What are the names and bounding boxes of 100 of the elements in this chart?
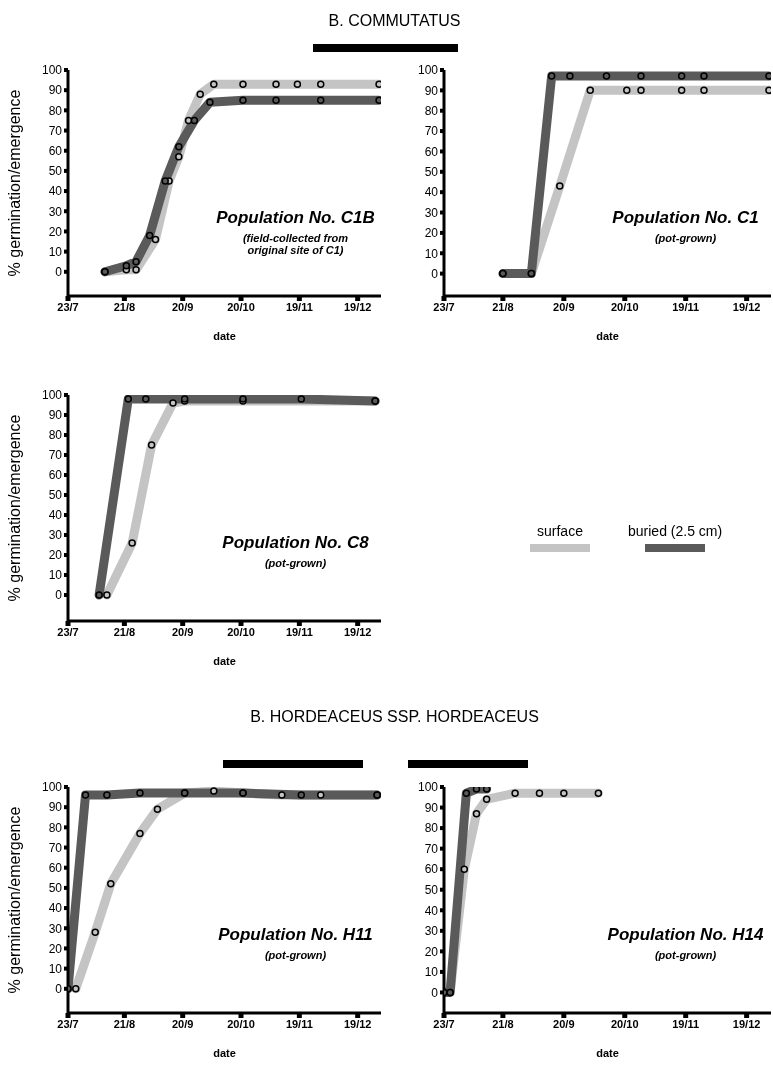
y-tick-label: 80 bbox=[424, 821, 439, 836]
annotation: Population No. H11 bbox=[217, 925, 374, 945]
y-tick-label: 40 bbox=[48, 508, 63, 523]
y-tick-label: 30 bbox=[424, 205, 439, 220]
y-tick-label: 20 bbox=[48, 941, 63, 956]
x-axis-title: date bbox=[596, 330, 619, 342]
y-tick-label: 70 bbox=[424, 841, 439, 856]
y-tick-label: 10 bbox=[48, 568, 63, 583]
y-tick-label: 80 bbox=[424, 103, 439, 118]
x-tick-label: 23/7 bbox=[433, 1017, 455, 1030]
text: buried (2.5 cm) bbox=[628, 523, 723, 539]
y-tick-label: 50 bbox=[48, 488, 63, 503]
y-tick-label: 20 bbox=[424, 944, 439, 959]
x-tick-label: 19/12 bbox=[343, 625, 372, 638]
y-tick-label: 40 bbox=[48, 901, 63, 916]
y-tick-label: 100 bbox=[417, 63, 439, 78]
annotation: (pot-grown) bbox=[263, 557, 328, 569]
y-tick-label: 30 bbox=[48, 921, 63, 936]
y-tick-label: 100 bbox=[417, 780, 439, 795]
y-tick-label: 0 bbox=[55, 588, 63, 603]
x-tick-label: 19/11 bbox=[285, 625, 313, 638]
y-tick-label: 30 bbox=[48, 204, 63, 219]
x-tick-label: 23/7 bbox=[57, 625, 79, 638]
y-tick-label: 60 bbox=[424, 144, 439, 159]
y-tick-label: 40 bbox=[424, 903, 439, 918]
x-tick-label: 23/7 bbox=[57, 300, 79, 313]
x-tick-label: 19/12 bbox=[343, 1017, 372, 1030]
x-tick-label: 19/12 bbox=[732, 300, 761, 313]
x-tick-label: 21/8 bbox=[113, 1017, 136, 1030]
y-tick-label: 40 bbox=[48, 184, 63, 199]
x-axis-title: date bbox=[213, 655, 236, 667]
text: surface bbox=[537, 523, 583, 539]
x-tick-label: 20/10 bbox=[227, 1017, 255, 1030]
annotation: (pot-grown) bbox=[653, 949, 718, 961]
x-tick-label: 21/8 bbox=[492, 1017, 514, 1030]
annotation: (pot-grown) bbox=[263, 949, 328, 961]
x-tick-label: 20/9 bbox=[171, 300, 194, 313]
y-axis-title: % germination/emergence bbox=[5, 89, 23, 277]
y-tick-label: 90 bbox=[424, 800, 439, 815]
y-tick-label: 10 bbox=[48, 961, 63, 976]
y-tick-label: 90 bbox=[424, 83, 439, 98]
y-tick-label: 40 bbox=[424, 185, 439, 200]
y-tick-label: 70 bbox=[48, 840, 63, 855]
y-axis-title: % germination/emergence bbox=[5, 414, 23, 602]
x-tick-label: 19/11 bbox=[672, 300, 700, 313]
y-tick-label: 0 bbox=[55, 982, 63, 997]
chart-title: B. COMMUTATUS bbox=[327, 12, 462, 30]
y-tick-label: 90 bbox=[48, 800, 63, 815]
y-tick-label: 100 bbox=[41, 780, 63, 795]
x-tick-label: 23/7 bbox=[433, 300, 455, 313]
x-tick-label: 21/8 bbox=[113, 625, 136, 638]
x-tick-label: 19/12 bbox=[343, 300, 372, 313]
x-tick-label: 19/11 bbox=[672, 1017, 700, 1030]
x-tick-label: 20/9 bbox=[553, 300, 575, 313]
x-tick-label: 20/10 bbox=[227, 300, 255, 313]
x-tick-label: 20/10 bbox=[227, 625, 255, 638]
y-tick-label: 60 bbox=[48, 468, 63, 483]
y-tick-label: 60 bbox=[424, 862, 439, 877]
y-tick-label: 70 bbox=[48, 123, 63, 138]
x-tick-label: 19/11 bbox=[285, 1017, 313, 1030]
x-axis-title: date bbox=[213, 330, 236, 342]
x-axis-title: date bbox=[596, 1047, 619, 1059]
y-tick-label: 50 bbox=[48, 164, 63, 179]
y-tick-label: 20 bbox=[424, 226, 439, 241]
y-tick-label: 90 bbox=[48, 83, 63, 98]
annotation: Population No. C1 bbox=[611, 208, 760, 228]
x-tick-label: 20/9 bbox=[171, 1017, 194, 1030]
y-tick-label: 20 bbox=[48, 224, 63, 239]
y-tick-label: 70 bbox=[424, 124, 439, 139]
y-tick-label: 0 bbox=[431, 266, 439, 281]
annotation: Population No. C8 bbox=[221, 533, 370, 553]
x-tick-label: 23/7 bbox=[57, 1017, 79, 1030]
y-tick-label: 20 bbox=[48, 548, 63, 563]
y-tick-label: 50 bbox=[424, 165, 439, 180]
y-tick-label: 10 bbox=[48, 244, 63, 259]
y-tick-label: 0 bbox=[55, 265, 63, 280]
x-tick-label: 20/9 bbox=[171, 625, 194, 638]
y-tick-label: 50 bbox=[48, 881, 63, 896]
annotation: Population No. H14 bbox=[606, 925, 765, 945]
x-tick-label: 21/8 bbox=[113, 300, 136, 313]
annotation: Population No. C1B bbox=[215, 208, 376, 228]
x-tick-label: 20/9 bbox=[553, 1017, 575, 1030]
y-tick-label: 100 bbox=[41, 63, 63, 78]
y-tick-label: 10 bbox=[424, 965, 439, 980]
x-tick-label: 19/11 bbox=[285, 300, 313, 313]
y-tick-label: 0 bbox=[431, 985, 439, 1000]
y-tick-label: 80 bbox=[48, 103, 63, 118]
y-axis-title: % germination/emergence bbox=[5, 806, 23, 994]
y-tick-label: 60 bbox=[48, 143, 63, 158]
y-tick-label: 80 bbox=[48, 820, 63, 835]
x-axis-title: date bbox=[213, 1047, 236, 1059]
y-tick-label: 50 bbox=[424, 882, 439, 897]
y-tick-label: 80 bbox=[48, 428, 63, 443]
x-tick-label: 20/10 bbox=[611, 300, 639, 313]
y-tick-label: 30 bbox=[48, 528, 63, 543]
y-tick-label: 100 bbox=[41, 388, 63, 403]
x-tick-label: 21/8 bbox=[492, 300, 514, 313]
y-tick-label: 70 bbox=[48, 448, 63, 463]
y-tick-label: 60 bbox=[48, 860, 63, 875]
y-tick-label: 10 bbox=[424, 246, 439, 261]
